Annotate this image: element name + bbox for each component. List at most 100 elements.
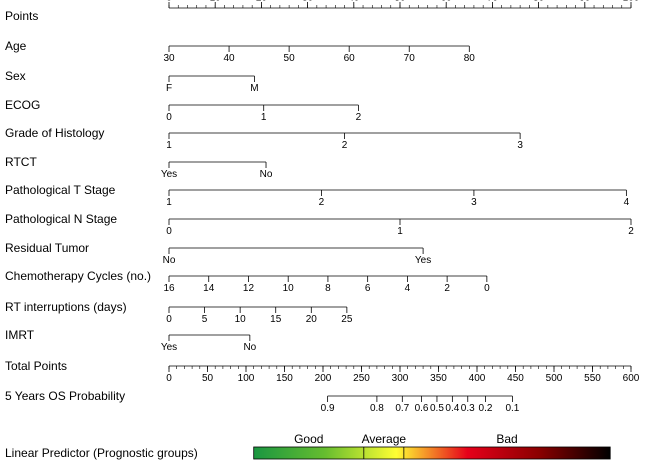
scale-age: 30 40 50 60 70 80 [163,45,476,64]
scale-label-linear-predictor: Linear Predictor (Prognostic groups) [5,446,198,460]
tick-label-total-points-400: 400 [469,373,486,384]
tick-label-5-years-os-probability-0-4: 0.4 [445,403,459,414]
scale-label-total-points: Total Points [5,359,67,373]
scale-residual-tumor: No Yes [163,247,431,266]
tick-label-total-points-450: 450 [507,373,524,384]
tick-label-rt-interruptions-days-0: 0 [166,314,172,325]
tick-label-total-points-0: 0 [166,373,172,384]
prognostic-color-bar [253,446,611,460]
tick-label-total-points-550: 550 [584,373,601,384]
tick-label-age-80: 80 [464,53,476,64]
tick-label-age-40: 40 [223,53,235,64]
tick-label-chemotherapy-cycles-no-12: 12 [243,283,255,294]
tick-label-rt-interruptions-days-20: 20 [306,314,318,325]
scale-label-imrt: IMRT [5,328,35,342]
tick-label-chemotherapy-cycles-no-0: 0 [484,283,490,294]
tick-label-chemotherapy-cycles-no-2: 2 [444,283,450,294]
tick-label-age-50: 50 [284,53,296,64]
scale-label-points: Points [5,9,38,23]
tick-label-pathological-t-stage-3: 3 [471,197,477,208]
tick-label-pathological-n-stage-2: 2 [628,226,634,237]
tick-label-points-70: 70 [487,0,499,4]
tick-label-imrt-no: No [243,342,256,353]
tick-label-residual-tumor-yes: Yes [415,255,431,266]
tick-label-chemotherapy-cycles-no-14: 14 [203,283,215,294]
tick-label-pathological-t-stage-1: 1 [166,197,172,208]
tick-label-age-30: 30 [163,53,175,64]
tick-label-points-20: 20 [256,0,268,4]
tick-label-rt-interruptions-days-15: 15 [270,314,282,325]
scale-rtct: Yes No [161,161,273,180]
tick-label-rtct-no: No [260,169,273,180]
scale-chemotherapy-cycles-no: 16 14 12 10 8 6 4 2 0 [163,275,490,294]
tick-label-chemotherapy-cycles-no-4: 4 [405,283,411,294]
tick-label-5-years-os-probability-0-5: 0.5 [430,403,444,414]
tick-label-points-60: 60 [441,0,453,4]
scale-label-pathological-n-stage: Pathological N Stage [5,212,117,226]
tick-label-points-0: 0 [166,0,172,4]
tick-label-5-years-os-probability-0-3: 0.3 [461,403,475,414]
tick-label-5-years-os-probability-0-9: 0.9 [321,403,335,414]
tick-label-ecog-1: 1 [261,112,267,123]
scale-pathological-t-stage: 1 2 3 4 [166,189,630,208]
group-label-average: Average [362,432,407,446]
tick-label-rt-interruptions-days-25: 25 [341,314,353,325]
scale-total-points: 0 50 100 150 200 250 300 350 400 450 500 550 600 [166,365,640,384]
tick-label-points-50: 50 [394,0,406,4]
scale-label-rt-interruptions-days: RT interruptions (days) [5,300,127,314]
tick-label-5-years-os-probability-0-7: 0.7 [395,403,409,414]
tick-label-5-years-os-probability-0-8: 0.8 [370,403,384,414]
tick-label-total-points-150: 150 [276,373,293,384]
tick-label-grade-of-histology-3: 3 [517,140,523,151]
tick-label-total-points-350: 350 [430,373,447,384]
scale-imrt: Yes No [161,334,257,353]
tick-label-rt-interruptions-days-10: 10 [235,314,247,325]
tick-label-chemotherapy-cycles-no-16: 16 [163,283,175,294]
tick-label-points-90: 90 [579,0,591,4]
scale-points: 0 10 20 30 40 50 60 70 80 90 100 [166,0,640,9]
tick-label-points-30: 30 [302,0,314,4]
tick-label-5-years-os-probability-0-6: 0.6 [415,403,429,414]
scale-ecog: 0 1 2 [166,104,362,123]
tick-label-grade-of-histology-2: 2 [342,140,348,151]
tick-label-points-40: 40 [348,0,360,4]
scale-label-age: Age [5,39,27,53]
scale-pathological-n-stage: 0 1 2 [166,218,634,237]
tick-label-residual-tumor-no: No [163,255,176,266]
tick-label-total-points-250: 250 [353,373,370,384]
tick-label-total-points-500: 500 [546,373,563,384]
tick-label-points-80: 80 [533,0,545,4]
tick-label-total-points-50: 50 [202,373,214,384]
tick-label-chemotherapy-cycles-no-6: 6 [365,283,371,294]
tick-label-ecog-0: 0 [166,112,172,123]
tick-label-imrt-yes: Yes [161,342,177,353]
tick-label-total-points-100: 100 [238,373,255,384]
tick-label-sex-m: M [250,83,258,94]
tick-label-pathological-n-stage-1: 1 [397,226,403,237]
scale-label-ecog: ECOG [5,98,40,112]
tick-label-rt-interruptions-days-5: 5 [202,314,208,325]
tick-label-ecog-2: 2 [356,112,362,123]
scale-label-grade-of-histology: Grade of Histology [5,126,104,140]
scale-5-years-os-probability: 0.9 0.8 0.7 0.6 0.5 0.4 0.3 0.2 0.1 [321,395,520,414]
tick-label-points-100: 100 [623,0,640,4]
tick-label-pathological-n-stage-0: 0 [166,226,172,237]
tick-label-total-points-200: 200 [315,373,332,384]
tick-label-rtct-yes: Yes [161,169,177,180]
tick-label-total-points-300: 300 [392,373,409,384]
tick-label-age-60: 60 [344,53,356,64]
scale-label-chemotherapy-cycles-no: Chemotherapy Cycles (no.) [5,269,151,283]
tick-label-points-10: 10 [210,0,222,4]
scale-label-pathological-t-stage: Pathological T Stage [5,183,116,197]
scale-label-residual-tumor: Residual Tumor [5,241,89,255]
scale-grade-of-histology: 1 2 3 [166,132,523,151]
tick-label-5-years-os-probability-0-1: 0.1 [505,403,519,414]
scale-label-5-years-os-probability: 5 Years OS Probability [5,389,125,403]
tick-label-grade-of-histology-1: 1 [166,140,172,151]
tick-label-chemotherapy-cycles-no-8: 8 [325,283,331,294]
group-label-bad: Bad [496,432,517,446]
tick-label-age-70: 70 [404,53,416,64]
scale-label-sex: Sex [5,69,26,83]
